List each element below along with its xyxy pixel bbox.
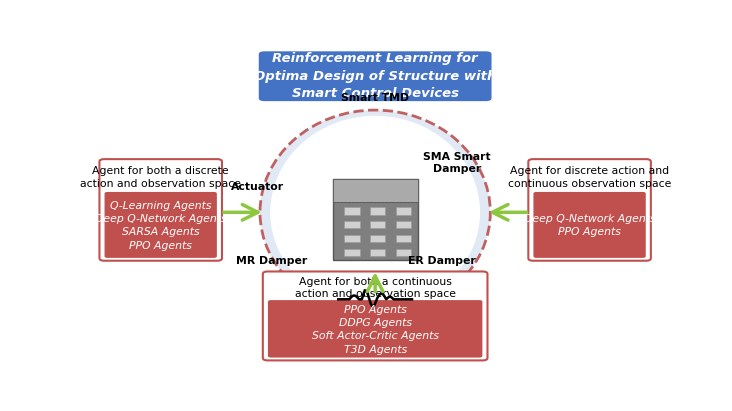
FancyBboxPatch shape xyxy=(100,159,222,261)
Ellipse shape xyxy=(260,110,490,314)
FancyBboxPatch shape xyxy=(529,159,651,261)
FancyBboxPatch shape xyxy=(332,179,418,260)
FancyBboxPatch shape xyxy=(258,50,493,102)
Text: Actuator: Actuator xyxy=(231,182,284,192)
FancyBboxPatch shape xyxy=(263,272,488,360)
Text: SMA Smart
Damper: SMA Smart Damper xyxy=(423,152,490,174)
FancyBboxPatch shape xyxy=(370,208,385,215)
FancyBboxPatch shape xyxy=(396,221,411,229)
Text: Q-Learning Agents
Deep Q-Network Agents
SARSA Agents
PPO Agents: Q-Learning Agents Deep Q-Network Agents … xyxy=(95,201,226,251)
FancyBboxPatch shape xyxy=(344,249,359,256)
Text: PPO Agents
DDPG Agents
Soft Actor-Critic Agents
T3D Agents: PPO Agents DDPG Agents Soft Actor-Critic… xyxy=(312,305,438,355)
Text: Deep Q-Network Agents
PPO Agents: Deep Q-Network Agents PPO Agents xyxy=(524,214,655,238)
Text: Agent for discrete action and
continuous observation space: Agent for discrete action and continuous… xyxy=(508,166,671,189)
FancyBboxPatch shape xyxy=(344,235,359,242)
Text: Agent for both a continuous
action and observation space: Agent for both a continuous action and o… xyxy=(295,277,455,299)
FancyBboxPatch shape xyxy=(105,192,217,258)
Text: Smart TMD: Smart TMD xyxy=(341,93,409,104)
FancyBboxPatch shape xyxy=(396,249,411,256)
FancyBboxPatch shape xyxy=(370,235,385,242)
FancyBboxPatch shape xyxy=(396,208,411,215)
Text: Reinforcement Learning for
Optima Design of Structure with
Smart Control Devices: Reinforcement Learning for Optima Design… xyxy=(254,52,496,100)
Text: ER Damper: ER Damper xyxy=(408,256,476,266)
Ellipse shape xyxy=(270,116,480,309)
FancyBboxPatch shape xyxy=(344,221,359,229)
FancyBboxPatch shape xyxy=(534,192,646,258)
FancyBboxPatch shape xyxy=(332,179,418,202)
FancyBboxPatch shape xyxy=(370,221,385,229)
FancyBboxPatch shape xyxy=(396,235,411,242)
FancyBboxPatch shape xyxy=(268,300,482,358)
FancyBboxPatch shape xyxy=(370,249,385,256)
Text: Agent for both a discrete
action and observation space: Agent for both a discrete action and obs… xyxy=(81,166,242,189)
FancyBboxPatch shape xyxy=(344,208,359,215)
Text: MR Damper: MR Damper xyxy=(236,256,307,266)
